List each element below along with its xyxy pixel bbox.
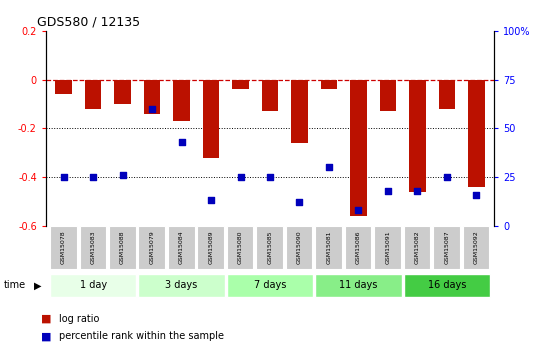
Text: GSM15082: GSM15082 xyxy=(415,231,420,264)
Bar xyxy=(350,80,367,216)
Bar xyxy=(468,80,484,187)
Bar xyxy=(85,80,101,109)
Text: GSM15086: GSM15086 xyxy=(356,231,361,264)
Text: 3 days: 3 days xyxy=(165,280,198,290)
FancyBboxPatch shape xyxy=(138,226,165,269)
Bar xyxy=(321,80,337,89)
Text: 11 days: 11 days xyxy=(339,280,377,290)
FancyBboxPatch shape xyxy=(315,274,402,297)
Text: ▶: ▶ xyxy=(33,280,41,290)
Text: GSM15089: GSM15089 xyxy=(208,231,213,264)
FancyBboxPatch shape xyxy=(79,226,106,269)
Text: 7 days: 7 days xyxy=(254,280,286,290)
Text: percentile rank within the sample: percentile rank within the sample xyxy=(59,332,225,341)
Point xyxy=(354,207,363,213)
Point xyxy=(266,174,274,180)
Bar xyxy=(114,80,131,104)
FancyBboxPatch shape xyxy=(286,226,313,269)
FancyBboxPatch shape xyxy=(434,226,460,269)
Point xyxy=(207,198,215,203)
Bar xyxy=(232,80,248,89)
Bar xyxy=(144,80,160,114)
Text: GDS580 / 12135: GDS580 / 12135 xyxy=(37,16,140,29)
FancyBboxPatch shape xyxy=(227,226,253,269)
Text: GSM15079: GSM15079 xyxy=(150,230,154,264)
Point xyxy=(89,174,97,180)
Point xyxy=(413,188,422,194)
FancyBboxPatch shape xyxy=(315,226,342,269)
FancyBboxPatch shape xyxy=(404,274,490,297)
Text: log ratio: log ratio xyxy=(59,314,100,324)
Text: GSM15092: GSM15092 xyxy=(474,230,479,264)
Text: GSM15085: GSM15085 xyxy=(267,231,273,264)
Text: GSM15087: GSM15087 xyxy=(444,231,449,264)
Text: GSM15078: GSM15078 xyxy=(61,231,66,264)
FancyBboxPatch shape xyxy=(109,226,136,269)
Point xyxy=(325,165,333,170)
FancyBboxPatch shape xyxy=(256,226,283,269)
Bar xyxy=(56,80,72,94)
FancyBboxPatch shape xyxy=(374,226,401,269)
Text: GSM15081: GSM15081 xyxy=(327,231,332,264)
Bar xyxy=(380,80,396,111)
Point xyxy=(472,192,481,197)
Bar xyxy=(262,80,278,111)
FancyBboxPatch shape xyxy=(168,226,194,269)
Bar xyxy=(439,80,455,109)
Bar xyxy=(409,80,426,192)
FancyBboxPatch shape xyxy=(50,274,136,297)
FancyBboxPatch shape xyxy=(404,226,430,269)
Point xyxy=(177,139,186,145)
Text: GSM15080: GSM15080 xyxy=(238,231,243,264)
Point xyxy=(59,174,68,180)
Point xyxy=(236,174,245,180)
Point xyxy=(295,200,304,205)
Text: 16 days: 16 days xyxy=(428,280,466,290)
FancyBboxPatch shape xyxy=(345,226,372,269)
Text: ■: ■ xyxy=(40,314,51,324)
Text: GSM15088: GSM15088 xyxy=(120,231,125,264)
Bar xyxy=(203,80,219,158)
Point xyxy=(383,188,392,194)
Point xyxy=(443,174,451,180)
Bar xyxy=(292,80,308,143)
FancyBboxPatch shape xyxy=(50,226,77,269)
FancyBboxPatch shape xyxy=(138,274,225,297)
Point xyxy=(118,172,127,178)
Text: GSM15084: GSM15084 xyxy=(179,231,184,264)
Text: time: time xyxy=(4,280,26,290)
Text: 1 day: 1 day xyxy=(79,280,106,290)
Bar xyxy=(173,80,190,121)
Point xyxy=(148,106,157,112)
Text: ■: ■ xyxy=(40,332,51,341)
Text: GSM15091: GSM15091 xyxy=(386,231,390,264)
Text: GSM15083: GSM15083 xyxy=(91,231,96,264)
Text: GSM15090: GSM15090 xyxy=(297,231,302,264)
FancyBboxPatch shape xyxy=(227,274,313,297)
FancyBboxPatch shape xyxy=(463,226,489,269)
FancyBboxPatch shape xyxy=(198,226,224,269)
